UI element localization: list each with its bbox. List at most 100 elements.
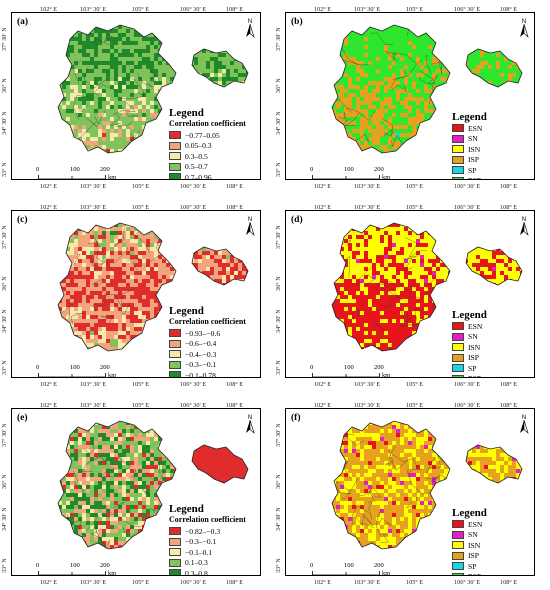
legend-label: ISP bbox=[468, 353, 479, 363]
legend-label: ISP bbox=[468, 155, 479, 165]
left-coord-label: 33° N bbox=[1, 360, 8, 375]
left-coord-label: 33° N bbox=[275, 162, 282, 177]
legend-label: −0.6–−0.4 bbox=[185, 339, 217, 349]
scale-tick-label: 100 bbox=[70, 166, 80, 173]
scale-tick-label: 100 bbox=[70, 364, 80, 371]
legend-swatch bbox=[169, 350, 181, 359]
legend-title: Legend bbox=[169, 503, 204, 515]
north-arrow-icon: N bbox=[520, 217, 529, 236]
left-coord-label: 33° N bbox=[1, 558, 8, 573]
top-coord-label: 108° E bbox=[500, 6, 518, 13]
legend-item: −0.3–−0.1 bbox=[169, 537, 259, 548]
legend-swatch bbox=[452, 322, 464, 331]
left-coord-label: 34° 30′ N bbox=[275, 507, 282, 531]
north-label: N bbox=[522, 19, 526, 25]
map-panel-c: (c) N Legend Correlation coefficient −0.93… bbox=[0, 204, 264, 390]
bottom-coord-label: 108° E bbox=[500, 381, 518, 388]
top-coord-label: 106° 30′ E bbox=[180, 204, 207, 211]
legend-item: −0.6–−0.4 bbox=[169, 339, 259, 350]
main-region-outline bbox=[57, 222, 177, 352]
legend-item: 0.3–0.5 bbox=[169, 151, 259, 162]
legend-title: Legend bbox=[452, 309, 487, 321]
legend-label: ISN bbox=[468, 342, 481, 352]
top-coord-label: 103° 30′ E bbox=[354, 402, 381, 409]
top-coord-label: 102° E bbox=[314, 204, 332, 211]
legend-label: SP bbox=[468, 561, 477, 571]
legend-swatch bbox=[452, 145, 464, 154]
legend-swatch bbox=[452, 166, 464, 175]
legend-item: −0.1–0.1 bbox=[169, 547, 259, 558]
north-arrow-icon: N bbox=[246, 217, 255, 236]
top-coord-label: 102° E bbox=[314, 6, 332, 13]
map-frame: (e) N Legend Correlation coefficient −0.82… bbox=[11, 408, 261, 576]
main-region-outline bbox=[57, 24, 177, 154]
legend-swatch bbox=[452, 562, 464, 571]
legend-swatch bbox=[452, 332, 464, 341]
left-coord-label: 36° N bbox=[1, 474, 8, 489]
legend-subtitle: Correlation coefficient bbox=[169, 119, 246, 128]
map-canvas bbox=[57, 24, 249, 154]
legend-title: Legend bbox=[452, 111, 487, 123]
legend: LegendESNSNISNISPSPESP bbox=[452, 507, 522, 575]
county-boundaries bbox=[332, 434, 455, 549]
map-canvas bbox=[331, 420, 523, 550]
scale-bar-line bbox=[38, 373, 106, 377]
top-coord-label: 105° E bbox=[132, 6, 150, 13]
legend: Legend Correlation coefficient −0.82–−0.3−… bbox=[169, 503, 259, 575]
legend-swatch bbox=[169, 537, 181, 546]
top-coord-label: 106° 30′ E bbox=[454, 402, 481, 409]
legend-label: ISN bbox=[468, 144, 481, 154]
legend-label: 0.5–0.7 bbox=[185, 162, 208, 172]
scale-bar: 0 100 200 km bbox=[310, 364, 410, 377]
legend-item: −0.3–−0.1 bbox=[169, 360, 259, 371]
legend-label: ESN bbox=[468, 123, 483, 133]
legend-item: ESN bbox=[452, 321, 522, 332]
legend-label: SN bbox=[468, 530, 478, 540]
legend-label: −0.1–0.78 bbox=[185, 370, 216, 378]
top-coord-label: 103° 30′ E bbox=[354, 204, 381, 211]
legend-item: SP bbox=[452, 561, 522, 572]
scale-bar: 0 100 200 km bbox=[310, 166, 410, 179]
legend-label: −0.3–−0.1 bbox=[185, 360, 217, 370]
top-coord-label: 103° 30′ E bbox=[80, 402, 107, 409]
legend-item: ISN bbox=[452, 144, 522, 155]
legend-swatch bbox=[169, 558, 181, 567]
legend-label: SP bbox=[468, 363, 477, 373]
top-coord-label: 105° E bbox=[406, 6, 424, 13]
scale-unit: km bbox=[108, 174, 117, 180]
scale-tick-label: 100 bbox=[70, 562, 80, 569]
scale-bar-line bbox=[312, 373, 380, 377]
bottom-coord-label: 105° E bbox=[132, 183, 150, 190]
left-coord-label: 37° 30′ N bbox=[275, 27, 282, 51]
map-frame: (a) N Legend Correlation coefficient −0.77… bbox=[11, 12, 261, 180]
east-region-outline bbox=[191, 48, 249, 88]
legend-item: SN bbox=[452, 332, 522, 343]
legend: LegendESNSNISNISPSPESP bbox=[452, 309, 522, 377]
bottom-coord-label: 103° 30′ E bbox=[80, 381, 107, 388]
scale-bar-line bbox=[312, 571, 380, 575]
bottom-coord-label: 105° E bbox=[132, 579, 150, 586]
legend-subtitle: Correlation coefficient bbox=[169, 515, 246, 524]
left-coord-label: 37° 30′ N bbox=[1, 27, 8, 51]
legend-label: SN bbox=[468, 134, 478, 144]
legend-item: ESP bbox=[452, 176, 522, 179]
legend-item: ISP bbox=[452, 353, 522, 364]
legend: Legend Correlation coefficient −0.77–0.05 0… bbox=[169, 107, 259, 179]
top-coord-label: 103° 30′ E bbox=[80, 204, 107, 211]
legend-swatch bbox=[452, 364, 464, 373]
legend-swatch bbox=[169, 339, 181, 348]
legend-item: SP bbox=[452, 165, 522, 176]
bottom-coord-label: 103° 30′ E bbox=[354, 381, 381, 388]
scale-tick-label: 100 bbox=[344, 364, 354, 371]
legend-label: −0.77–0.05 bbox=[185, 130, 220, 140]
legend-item: ESP bbox=[452, 572, 522, 575]
legend-swatch bbox=[452, 134, 464, 143]
east-region-outline bbox=[465, 48, 523, 88]
legend-item: −0.4–−0.3 bbox=[169, 349, 259, 360]
left-coord-label: 34° 30′ N bbox=[275, 111, 282, 135]
map-canvas bbox=[331, 24, 523, 154]
north-arrow-icon: N bbox=[520, 19, 529, 38]
